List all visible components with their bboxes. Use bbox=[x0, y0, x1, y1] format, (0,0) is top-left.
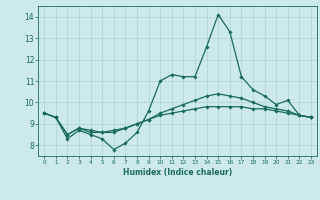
X-axis label: Humidex (Indice chaleur): Humidex (Indice chaleur) bbox=[123, 168, 232, 177]
